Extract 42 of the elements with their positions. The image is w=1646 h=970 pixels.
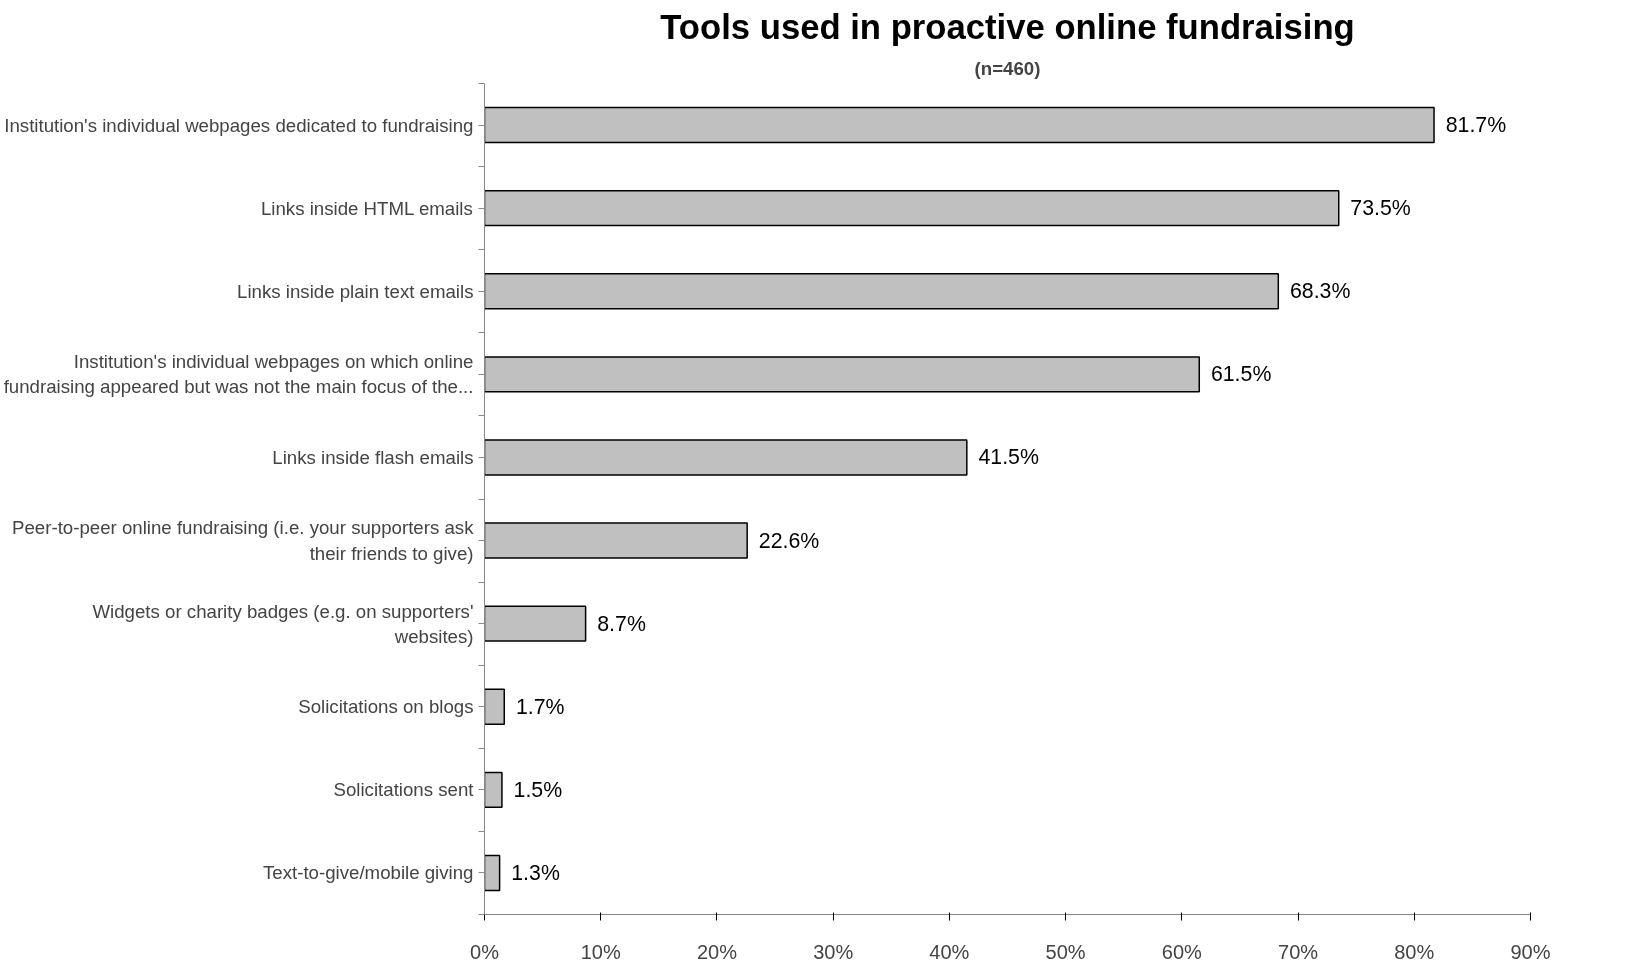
bar [484, 688, 506, 725]
data-label: 41.5% [978, 445, 1039, 470]
data-label: 8.7% [597, 611, 646, 636]
y-tick-label: Institution's individual webpages dedicated to fundraising [4, 114, 474, 136]
x-tick-label: 50% [1045, 940, 1086, 963]
bar [484, 189, 1340, 227]
bar [484, 854, 501, 892]
y-tick-label: Links inside plain text emails [237, 280, 474, 302]
data-label: 1.3% [511, 860, 560, 885]
x-tick-label: 90% [1510, 940, 1551, 963]
x-tick-label: 10% [580, 940, 621, 963]
x-tick-label: 0% [470, 940, 500, 963]
y-tick-label: Widgets or charity badges (e.g. on supporters' websites) [92, 600, 474, 647]
x-tick-label: 40% [929, 940, 970, 963]
chart-subtitle: (n=460) [974, 57, 1041, 79]
data-label: 22.6% [758, 528, 820, 553]
y-tick-label: Institution's individual webpages on which online fundraising appeared but was not the main focus of the... [3, 351, 474, 398]
bar [484, 106, 1435, 144]
bar [484, 522, 748, 559]
x-tick-label: 20% [696, 940, 738, 963]
x-tick-label: 70% [1278, 940, 1319, 963]
bar [484, 439, 968, 476]
x-tick-label: 80% [1394, 940, 1435, 963]
data-label: 61.5% [1210, 362, 1272, 387]
data-label: 73.5% [1350, 196, 1411, 221]
y-tick-label: Solicitations on blogs [298, 696, 474, 718]
bar [484, 273, 1280, 310]
y-tick-label: Solicitations sent [333, 779, 475, 801]
data-label: 1.7% [515, 694, 565, 719]
y-tick-label: Links inside HTML emails [260, 197, 473, 219]
bar [484, 605, 587, 642]
y-tick-label: Text-to-give/mobile giving [263, 862, 474, 884]
data-label: 81.7% [1445, 113, 1507, 138]
x-tick-label: 60% [1161, 940, 1203, 963]
bar [484, 771, 503, 809]
data-label: 68.3% [1289, 279, 1351, 304]
bar [484, 356, 1201, 393]
y-tick-label: Peer-to-peer online fundraising (i.e. your supporters ask their friends to give) [12, 517, 475, 564]
data-label: 1.5% [513, 777, 563, 802]
chart-title: Tools used in proactive online fundraising [660, 7, 1355, 46]
y-tick-label: Links inside flash emails [272, 446, 474, 468]
x-tick-label: 30% [813, 940, 854, 963]
